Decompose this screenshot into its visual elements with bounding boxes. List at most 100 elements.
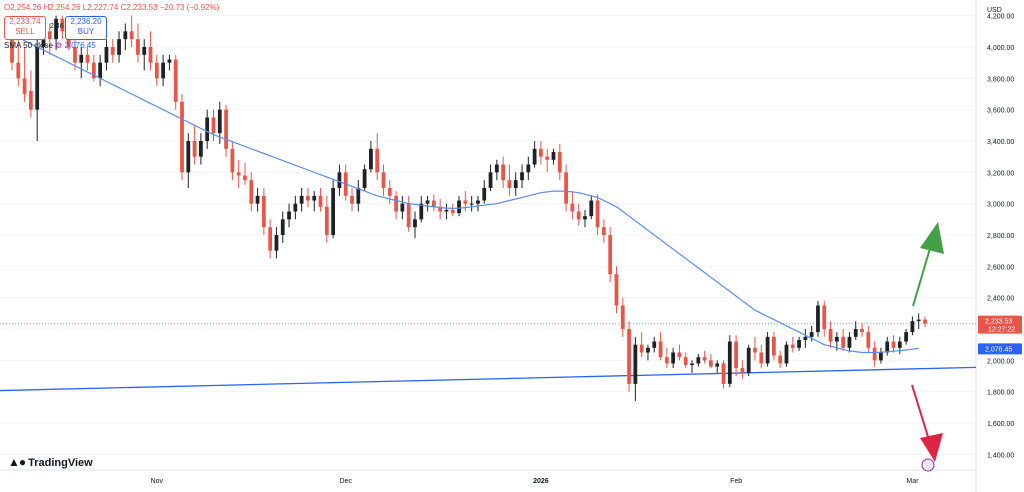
candle-body [22, 78, 27, 94]
candle-body [375, 148, 380, 173]
candle-body [217, 109, 222, 134]
price-tick-label: 1,800.00 [987, 390, 1014, 397]
candle-up [280, 211, 285, 243]
candle-body [677, 352, 682, 358]
candle-body [658, 341, 663, 358]
candle-down [148, 31, 153, 71]
candle-body [110, 47, 115, 55]
candle-down [709, 354, 713, 369]
candle-body [413, 219, 417, 228]
candle-body [746, 347, 751, 373]
candle-body [318, 195, 323, 207]
candle-body [816, 305, 820, 333]
candle-up [847, 332, 852, 353]
candle-body [16, 62, 21, 79]
candle-body [753, 347, 757, 353]
candle-body [797, 339, 801, 348]
candle-body [501, 164, 506, 181]
candle-down [601, 219, 606, 243]
candle-down [22, 47, 27, 102]
ohlc-legend: O2,254.26 H2,254.26 L2,227.74 C2,233.53 … [4, 3, 219, 12]
candle-up [816, 300, 820, 337]
sell-button[interactable]: 2,233.74 SELL [4, 16, 46, 40]
candle-body [620, 305, 625, 329]
time-axis: NovDec2026FebMarApr [151, 458, 935, 485]
candle-up [482, 180, 487, 204]
candle-body [727, 341, 732, 384]
price-tick-label: 1,400.00 [987, 452, 1014, 459]
candle-up [117, 31, 121, 63]
price-tick-label: 2,600.00 [987, 264, 1014, 271]
candle-body [885, 341, 890, 353]
buy-button[interactable]: 2,236.20 BUY [65, 16, 107, 40]
brand-name: TradingView [28, 457, 93, 469]
time-tick-label: Dec [339, 478, 352, 485]
candle-body [690, 363, 694, 366]
candle-body [274, 235, 279, 251]
candle-down [570, 191, 575, 220]
tradingview-logo-icon: ▲● [8, 455, 26, 469]
price-tick-label: 3,400.00 [987, 139, 1014, 146]
candle-body [331, 188, 336, 235]
candle-down [381, 164, 386, 196]
candle-up [696, 354, 701, 367]
candle-body [60, 18, 65, 32]
candle-up [583, 209, 587, 228]
candle-down [564, 164, 568, 212]
current-price-value: 2,233.53 [985, 319, 1012, 326]
support-trendline [0, 366, 977, 392]
settings-icon[interactable]: ⚙ [55, 41, 63, 50]
candle-body [73, 47, 77, 63]
candle-body [154, 62, 159, 79]
candle-body [916, 319, 921, 322]
candle-up [488, 164, 493, 192]
candle-down [539, 141, 543, 165]
candle-body [771, 336, 776, 356]
candle-body [601, 227, 606, 235]
buy-price: 2,236.20 [70, 17, 102, 26]
candle-up [885, 336, 890, 356]
candle-body [872, 347, 877, 361]
candle-up [457, 195, 461, 217]
candle-up [671, 347, 676, 369]
candle-down [394, 191, 398, 220]
candle-body [324, 206, 329, 235]
candle-up [287, 203, 291, 228]
candle-down [211, 109, 216, 141]
candle-down [129, 15, 134, 47]
candle-body [444, 209, 449, 212]
sma-legend[interactable]: SMA 50 close ⚙ 2,076.45 [4, 41, 96, 50]
down-arrow-head [920, 433, 943, 462]
tradingview-logo[interactable]: ▲● TradingView [8, 455, 93, 469]
candle-down [664, 347, 669, 369]
candle-down [841, 329, 846, 351]
candle-down [306, 188, 310, 207]
candle-body [136, 39, 140, 55]
candle-up [205, 109, 210, 149]
candle-body [337, 172, 342, 188]
candle-down [702, 350, 707, 364]
candle-body [482, 188, 487, 201]
candle-body [866, 332, 871, 348]
time-tick-label: Nov [151, 478, 164, 485]
candle-body [287, 211, 291, 220]
candle-down [507, 164, 512, 196]
candle-up [79, 47, 84, 79]
sell-label: SELL [15, 27, 35, 36]
candle-up [362, 164, 367, 192]
candle-down [450, 203, 455, 217]
price-tick-label: 1,600.00 [987, 421, 1014, 428]
candle-body [608, 235, 613, 275]
countdown-timer: 12:27:22 [988, 327, 1015, 334]
candle-up [526, 156, 531, 181]
candle-up [904, 329, 908, 345]
candle-down [614, 266, 619, 314]
sell-price: 2,233.74 [9, 17, 41, 26]
candle-body [123, 31, 128, 40]
candle-body [860, 329, 864, 333]
candle-down [923, 316, 927, 328]
candle-up [784, 341, 789, 367]
candle-body [734, 341, 738, 369]
buy-label: BUY [77, 27, 95, 36]
